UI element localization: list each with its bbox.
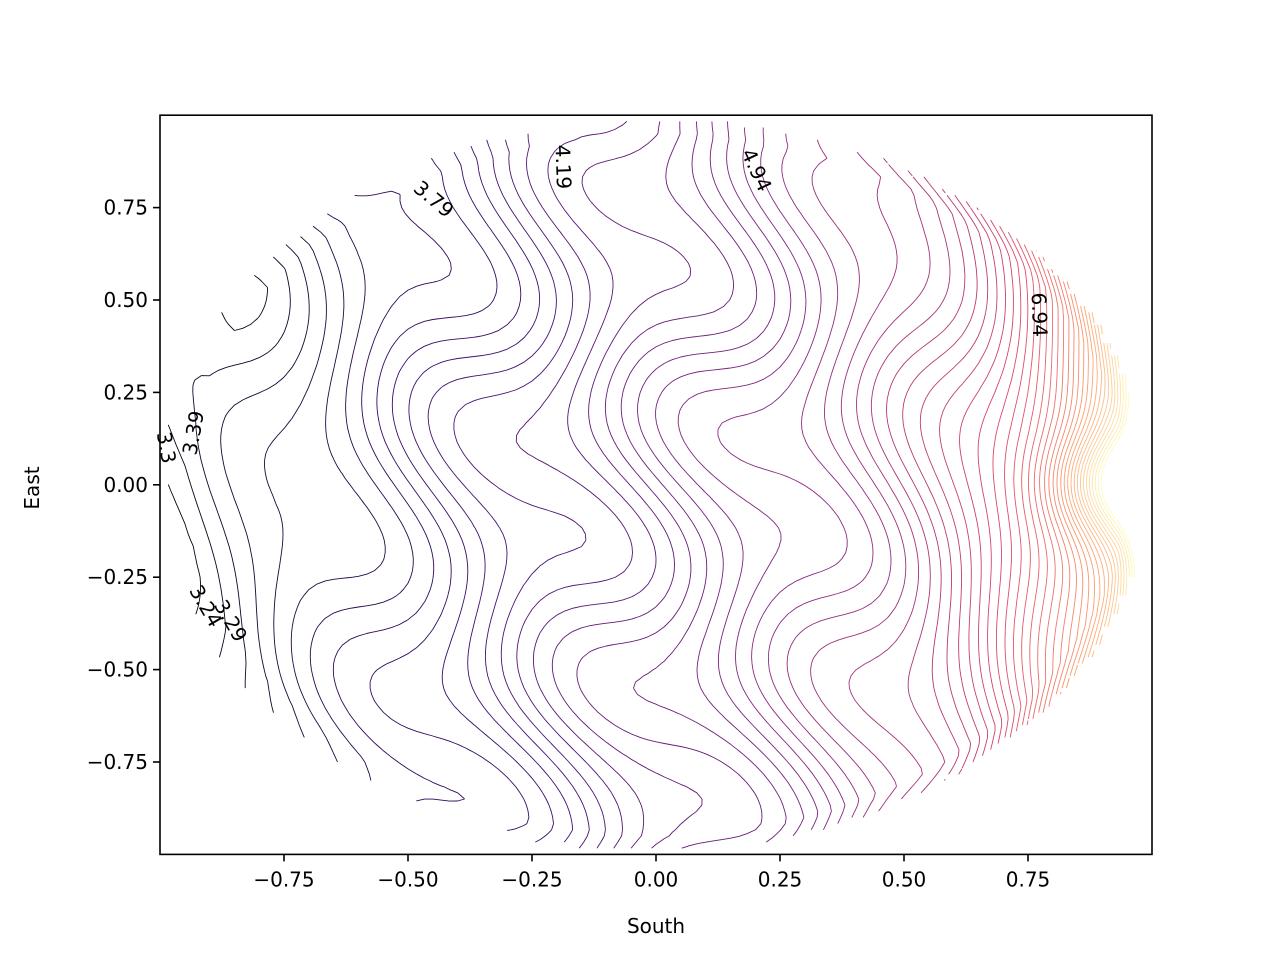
contour-line (1070, 312, 1105, 658)
contour-line (992, 225, 1022, 738)
contour-line (1079, 324, 1116, 627)
contour-line (1052, 281, 1077, 695)
contour-line (167, 275, 268, 658)
contour-label: 4.94 (736, 145, 777, 196)
x-tick-label: 0.75 (1006, 867, 1051, 891)
x-tick-label: −0.25 (501, 867, 562, 891)
contour-line (1063, 306, 1095, 676)
contour-line (1067, 306, 1101, 664)
x-tick-label: −0.50 (377, 867, 438, 891)
contour-line (264, 236, 327, 738)
contour-lines (167, 121, 1136, 849)
contour-line (1091, 355, 1128, 596)
contour-line (1032, 250, 1054, 719)
contour-line (1073, 312, 1110, 658)
contour-labels: 4.19 4.943.796.943.393.33.293.24 (152, 144, 1052, 646)
contour-line (886, 176, 966, 781)
contour-line (332, 190, 465, 802)
contour-label: 4.19 (550, 144, 576, 189)
contour-line (810, 151, 907, 812)
contour-line (309, 213, 414, 781)
contour-line (290, 225, 386, 763)
contour-line (1056, 281, 1084, 695)
contour-label: 6.94 (1027, 292, 1053, 337)
contour-line (1042, 269, 1065, 713)
contour-line (919, 195, 989, 763)
contour-line (1060, 293, 1090, 689)
contour-line (192, 256, 291, 689)
y-tick-label: −0.75 (87, 750, 148, 774)
contour-line (220, 244, 310, 713)
contour-line (939, 201, 998, 756)
contour-line (870, 170, 951, 794)
x-axis-ticks: −0.75 −0.50 −0.25 0.00 0.25 0.50 0.75 (253, 854, 1050, 891)
contour-line (1082, 343, 1119, 615)
contour-line (620, 121, 787, 843)
contour-line (1048, 275, 1071, 707)
contour-line (1038, 256, 1059, 713)
contour-line (427, 139, 590, 849)
y-tick-label: 0.50 (103, 288, 148, 312)
y-tick-label: −0.25 (87, 565, 148, 589)
contour-line (717, 127, 848, 824)
contour-line (167, 484, 201, 615)
x-tick-label: 0.50 (882, 867, 927, 891)
y-tick-label: 0.00 (103, 473, 148, 497)
plot-frame (159, 114, 1153, 856)
contour-line (786, 139, 892, 818)
y-tick-label: −0.50 (87, 658, 148, 682)
y-axis-ticks: −0.75 −0.50 −0.25 0.00 0.25 0.50 0.75 (87, 196, 160, 774)
contour-line (767, 133, 874, 818)
contour-line (532, 121, 657, 849)
contour-line (848, 158, 931, 800)
contour-label: 3.39 (178, 409, 209, 457)
contour-line (576, 121, 763, 849)
contour-line (1094, 373, 1130, 578)
contour-line (1085, 343, 1122, 615)
x-tick-label: 0.00 (634, 867, 679, 891)
contour-line (1100, 392, 1136, 578)
x-tick-label: −0.75 (253, 867, 314, 891)
contour-line (453, 139, 606, 849)
contour-label: 3.3 (152, 430, 181, 465)
y-tick-label: 0.25 (103, 380, 148, 404)
contour-line (408, 145, 574, 843)
contour-line (959, 207, 1006, 750)
contour-line (391, 151, 554, 843)
contour-line (515, 133, 633, 849)
contour-line (977, 219, 1014, 744)
contour-line (1088, 355, 1125, 596)
contour-line (902, 188, 978, 775)
y-tick-label: 0.75 (103, 196, 148, 220)
x-tick-label: 0.25 (758, 867, 803, 891)
contour-line (1076, 324, 1113, 646)
contour-line (677, 127, 832, 830)
y-axis-label: East (20, 466, 44, 509)
contour-line (637, 121, 805, 837)
contour-line (1026, 250, 1048, 726)
contour-line (655, 121, 819, 831)
contour-label: 3.79 (409, 176, 459, 223)
x-axis-label: South (627, 914, 685, 938)
contour-line (1097, 373, 1133, 578)
contour-line (551, 121, 703, 849)
contour-line (369, 158, 530, 831)
contour-line (1004, 231, 1029, 738)
contour-line (1021, 244, 1042, 726)
contour-line (1012, 238, 1035, 732)
